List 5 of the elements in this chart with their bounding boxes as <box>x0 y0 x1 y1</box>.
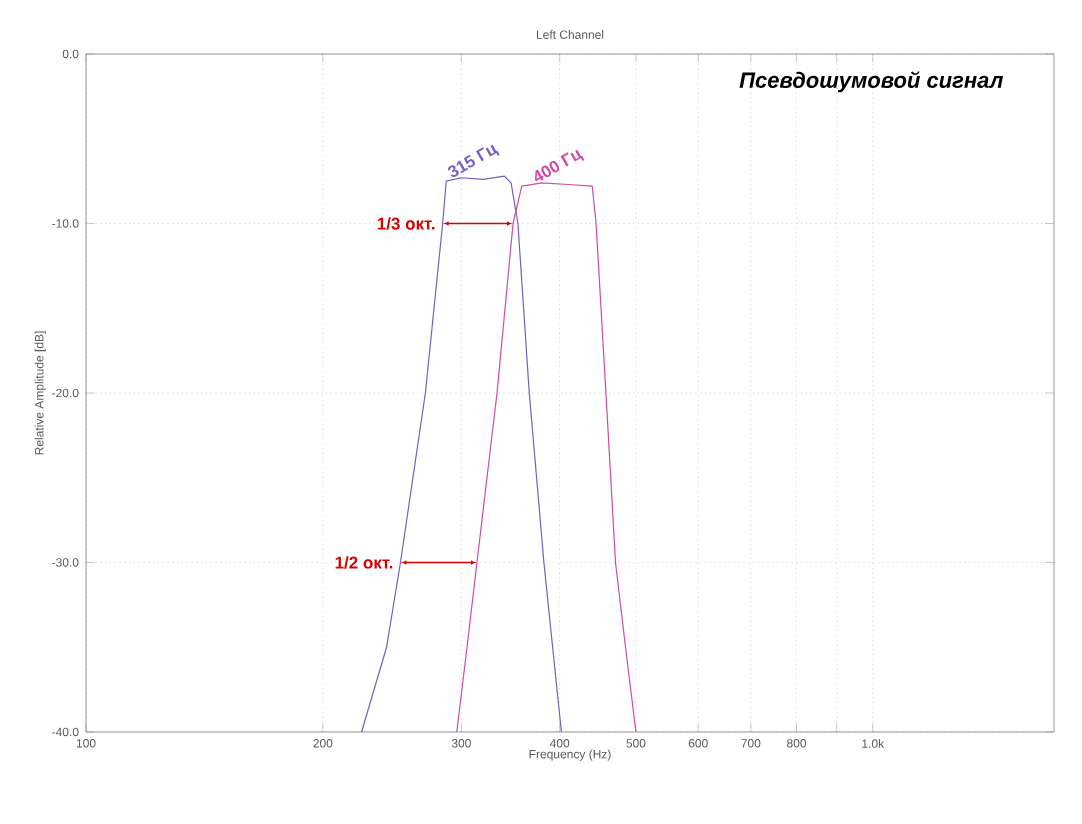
text: 315 Гц <box>448 144 500 178</box>
text: Псевдошумовой сигнал <box>739 71 1003 93</box>
text: 400 Гц <box>535 149 585 182</box>
annotation: 1/3 окт. <box>377 217 435 230</box>
annotation: 1/2 окт. <box>335 556 393 569</box>
